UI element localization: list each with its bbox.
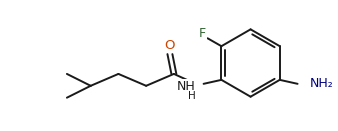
Text: NH: NH xyxy=(177,80,196,93)
Text: F: F xyxy=(199,27,206,40)
Text: O: O xyxy=(165,39,175,52)
Text: NH₂: NH₂ xyxy=(310,77,333,90)
Text: H: H xyxy=(188,91,196,101)
